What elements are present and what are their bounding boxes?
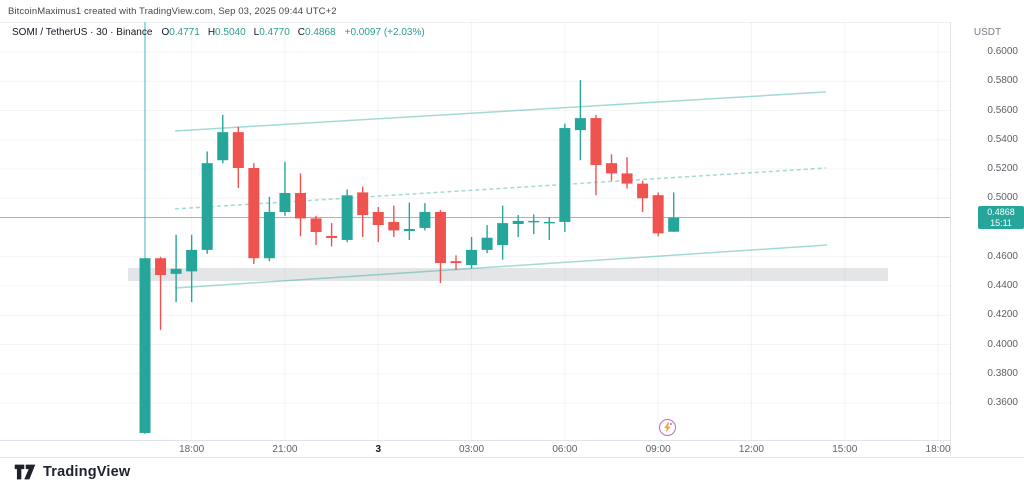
price-tick-label: 0.6000 <box>987 46 1018 57</box>
ohlc-c: C 0.4868 <box>297 27 336 38</box>
time-tick-label: 03:00 <box>459 444 485 455</box>
candle-body <box>419 211 431 228</box>
candle-body <box>512 220 524 224</box>
candle-body <box>372 211 384 226</box>
candle-body <box>528 220 540 223</box>
price-tick-label: 0.5400 <box>987 133 1018 145</box>
time-tick-label: 18:00 <box>925 444 951 455</box>
candle-body <box>139 258 151 433</box>
time-tick-label: 3 <box>375 444 382 455</box>
candle-body <box>590 118 602 166</box>
attribution-text: BitcoinMaximus1 created with TradingView… <box>8 6 337 17</box>
price-axis[interactable]: USDT 0.6000 0.5800 0.5600 0.5400 0.5200 0.500… <box>950 22 1024 456</box>
support-zone <box>128 268 888 282</box>
candle-body <box>155 258 167 276</box>
candle-body <box>357 192 369 216</box>
candle-body <box>279 192 291 212</box>
price-tick-label: 0.4400 <box>987 280 1018 291</box>
price-tick-label: 0.4200 <box>987 309 1018 321</box>
tradingview-logo-icon[interactable] <box>14 463 36 481</box>
time-axis-divider <box>0 457 1024 458</box>
event-lightning-icon[interactable] <box>659 419 676 436</box>
candle-body <box>326 235 338 239</box>
symbol-legend[interactable]: SOMI / TetherUS · 30 · Binance O 0.4771 H 0… <box>12 27 425 38</box>
last-price-value: 0.4868 <box>987 207 1015 218</box>
candle-body <box>637 183 649 199</box>
price-tick-label: 0.3800 <box>987 367 1018 379</box>
bar-countdown: 15:11 <box>990 217 1012 228</box>
candle-body <box>466 249 478 266</box>
header-divider <box>0 22 1024 23</box>
candle-body <box>217 132 229 161</box>
ohlc-l: L 0.4770 <box>253 27 290 38</box>
candle-body <box>497 223 509 246</box>
time-tick-label: 15:00 <box>832 444 858 455</box>
change-value: +0.0097 (+2.03%) <box>344 27 425 38</box>
price-tick-label: 0.4000 <box>987 338 1018 350</box>
price-tick-label: 0.3600 <box>987 397 1018 408</box>
price-tick-label: 0.5000 <box>987 192 1018 204</box>
channel-trendline <box>174 244 828 289</box>
footer: TradingView <box>14 461 130 483</box>
candle-body <box>295 192 306 219</box>
last-price-badge: 0.4868 15:11 <box>978 206 1024 230</box>
candle-body <box>668 217 680 232</box>
candle-body <box>481 237 493 250</box>
time-tick-label: 18:00 <box>179 444 205 455</box>
candle-body <box>403 228 415 232</box>
time-axis[interactable]: 18:00 21:00 3 03:00 06:00 09:00 12:00 15:00 18:0… <box>0 440 951 457</box>
price-tick-label: 0.5200 <box>987 163 1018 174</box>
candle-body <box>170 268 182 274</box>
price-tick-label: 0.5600 <box>987 104 1018 116</box>
ohlc-values: O 0.4771 H 0.5040 L 0.4770 C 0.4868 <box>161 27 335 38</box>
candle-body <box>248 167 260 259</box>
candle-body <box>388 221 400 231</box>
candle-body <box>621 173 633 184</box>
candle-body <box>434 211 446 264</box>
time-tick-label: 21:00 <box>272 444 298 455</box>
price-axis-unit-label: USDT <box>973 27 1002 38</box>
candle-body <box>232 132 244 168</box>
candle-body <box>543 221 555 224</box>
candle-body <box>652 195 664 234</box>
time-tick-label: 06:00 <box>552 444 578 455</box>
price-tick-label: 0.5800 <box>987 75 1018 87</box>
lightning-bolt-icon <box>664 422 672 433</box>
candle-body <box>559 128 571 222</box>
price-tick-label: 0.4600 <box>987 250 1018 262</box>
candle-body <box>450 261 462 264</box>
ohlc-h: H 0.5040 <box>207 27 246 38</box>
candle-body <box>263 211 275 259</box>
candle-body <box>310 218 322 233</box>
time-tick-label: 12:00 <box>738 444 764 455</box>
channel-median-line <box>174 167 827 210</box>
candle-body <box>574 118 586 131</box>
candle-body <box>186 249 198 272</box>
candle-body <box>606 163 617 174</box>
symbol-title[interactable]: SOMI / TetherUS · 30 · Binance <box>12 27 153 38</box>
channel-trendline <box>174 91 827 132</box>
candle-body <box>201 163 213 250</box>
time-tick-label: 09:00 <box>645 444 671 455</box>
ohlc-o: O 0.4771 <box>161 27 200 38</box>
tradingview-logo-text[interactable]: TradingView <box>43 464 131 480</box>
